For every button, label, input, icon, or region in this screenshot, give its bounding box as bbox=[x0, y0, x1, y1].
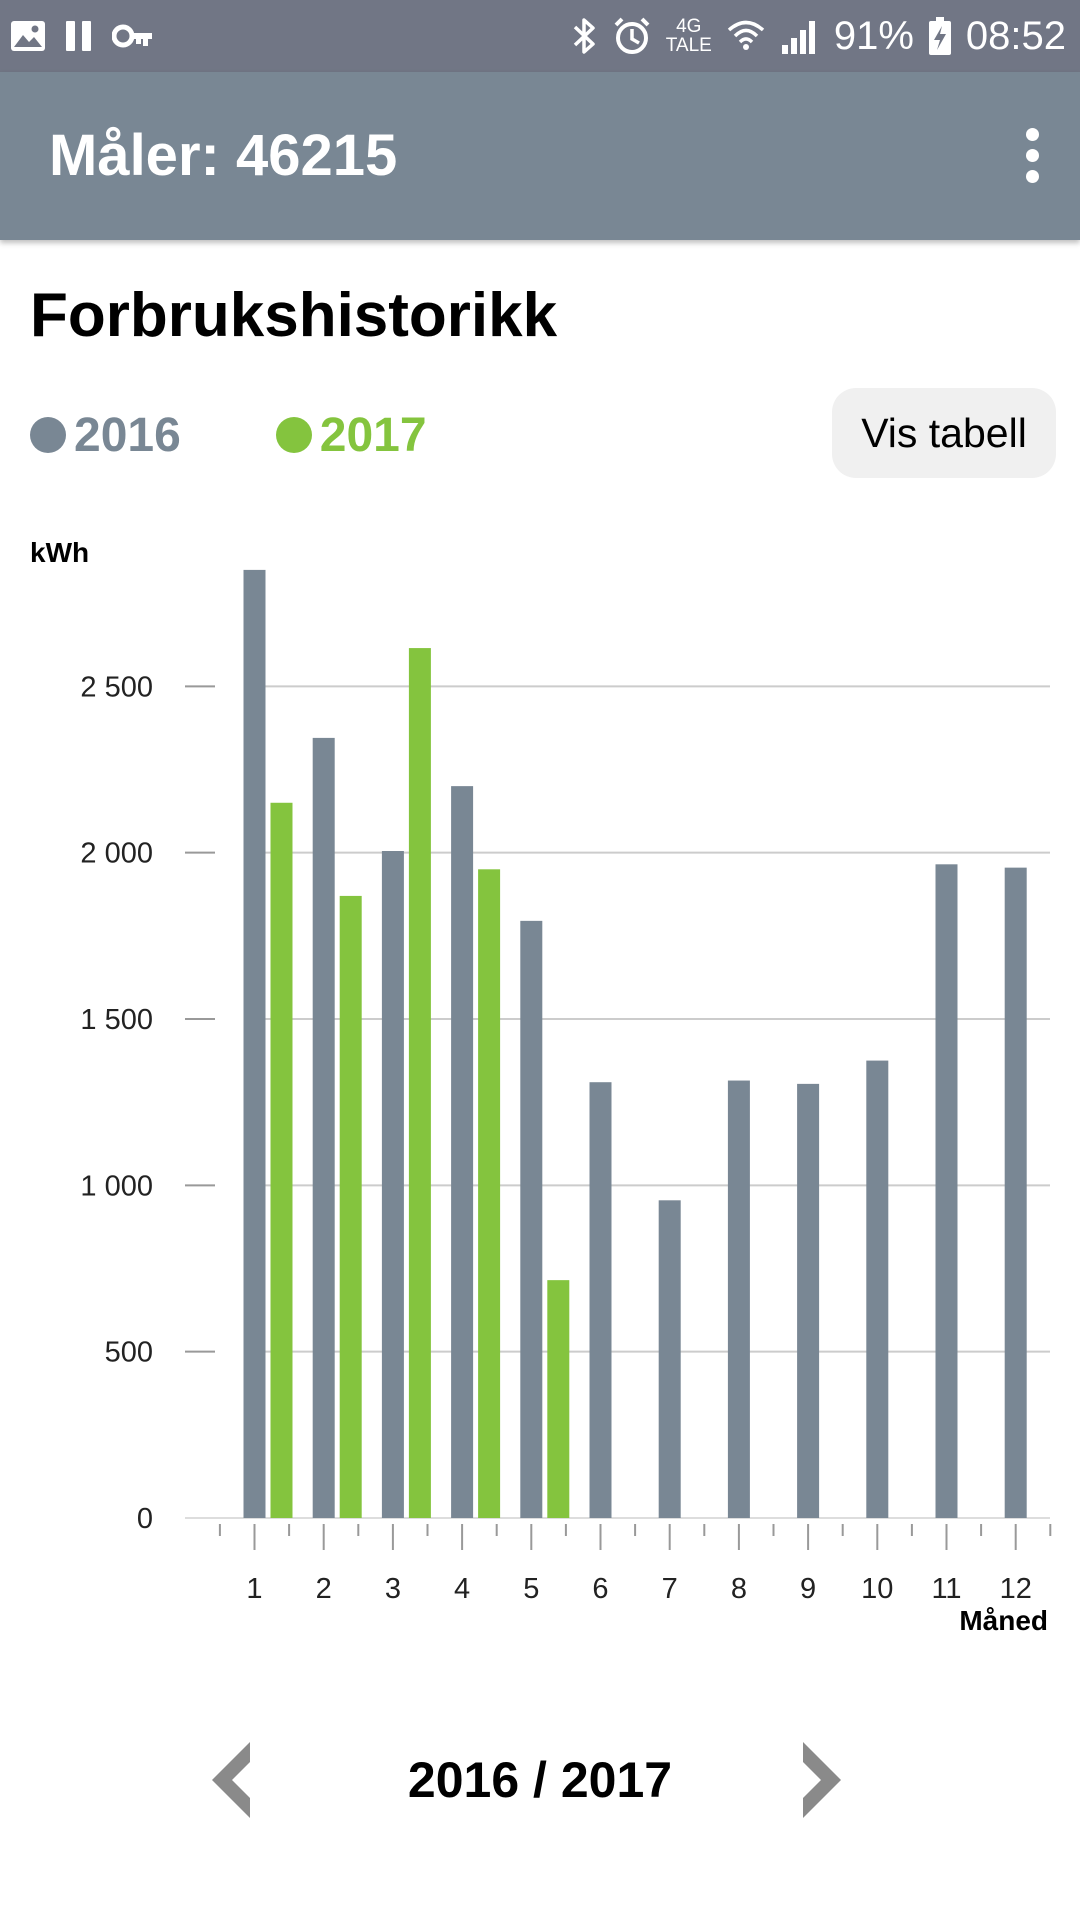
bar-2016-month-8 bbox=[727, 1080, 750, 1518]
menu-dot bbox=[1026, 149, 1039, 162]
pause-icon bbox=[66, 21, 91, 51]
x-tick-label: 1 bbox=[246, 1573, 262, 1605]
bar-2016-month-11 bbox=[935, 864, 958, 1518]
x-tick-label: 9 bbox=[800, 1573, 816, 1605]
period-label: 2016 / 2017 bbox=[407, 1752, 673, 1808]
x-tick-label: 10 bbox=[861, 1573, 893, 1605]
bar-2017-month-5 bbox=[547, 1280, 570, 1518]
legend-dot-2017 bbox=[275, 417, 312, 453]
y-tick-label: 500 bbox=[105, 1337, 153, 1369]
bar-2016-month-7 bbox=[658, 1200, 681, 1518]
bar-2016-month-4 bbox=[451, 786, 474, 1518]
bar-2017-month-4 bbox=[478, 869, 501, 1518]
clock: 08:52 bbox=[965, 13, 1066, 58]
bar-2017-month-2 bbox=[339, 895, 362, 1518]
app-title: Måler: 46215 bbox=[49, 123, 398, 188]
x-axis-title: Måned bbox=[959, 1605, 1048, 1636]
bar-2016-month-9 bbox=[797, 1083, 820, 1518]
y-axis-title: kWh bbox=[30, 537, 89, 568]
bar-2016-month-6 bbox=[589, 1082, 612, 1518]
status-left-icons bbox=[10, 0, 172, 72]
chart-legend: 2016 2017 bbox=[30, 405, 522, 465]
status-right-icons: 4G TALE 91% 08:52 bbox=[558, 0, 1066, 72]
bar-2016-month-1 bbox=[243, 569, 266, 1518]
x-tick-label: 6 bbox=[592, 1573, 608, 1605]
battery-charging-icon bbox=[928, 17, 951, 55]
x-tick-label: 2 bbox=[316, 1573, 332, 1605]
show-table-button[interactable]: Vis tabell bbox=[832, 388, 1056, 478]
bar-2016-month-12 bbox=[1004, 867, 1027, 1518]
x-tick-label: 4 bbox=[454, 1573, 470, 1605]
key-icon bbox=[112, 24, 152, 48]
legend-item-2016: 2016 bbox=[30, 408, 181, 463]
bar-2016-month-5 bbox=[520, 920, 543, 1518]
legend-dot-2016 bbox=[30, 417, 66, 453]
legend-label-2016: 2016 bbox=[74, 408, 181, 462]
y-tick-label: 2 500 bbox=[80, 671, 153, 703]
chevron-right-icon[interactable] bbox=[793, 1740, 843, 1820]
bar-2017-month-1 bbox=[270, 802, 293, 1518]
y-tick-label: 2 000 bbox=[80, 838, 153, 870]
wifi-icon bbox=[727, 20, 764, 50]
y-tick-label: 0 bbox=[137, 1503, 153, 1535]
bar-2016-month-10 bbox=[866, 1060, 889, 1518]
x-tick-label: 11 bbox=[931, 1573, 961, 1605]
chevron-left-icon[interactable] bbox=[210, 1740, 260, 1820]
bluetooth-icon bbox=[573, 18, 595, 54]
x-tick-label: 12 bbox=[1000, 1573, 1032, 1605]
signal-icon bbox=[781, 21, 815, 54]
status-bar: 4G TALE 91% 08:52 bbox=[0, 0, 1080, 72]
x-tick-label: 5 bbox=[523, 1573, 539, 1605]
image-icon bbox=[11, 21, 45, 51]
x-tick-label: 3 bbox=[385, 1573, 401, 1605]
more-vert-icon[interactable] bbox=[1026, 128, 1040, 184]
legend-item-2017: 2017 bbox=[275, 408, 427, 463]
battery-percent: 91% bbox=[833, 13, 914, 58]
app-bar: Måler: 46215 bbox=[0, 72, 1080, 240]
bar-2016-month-2 bbox=[312, 737, 335, 1518]
y-tick-label: 1 500 bbox=[80, 1004, 153, 1036]
alarm-icon bbox=[614, 17, 650, 54]
y-tick-label: 1 000 bbox=[80, 1170, 153, 1202]
page-title: Forbrukshistorikk bbox=[30, 281, 558, 350]
bar-2017-month-3 bbox=[408, 648, 431, 1518]
menu-dot bbox=[1026, 170, 1039, 183]
x-tick-label: 7 bbox=[662, 1573, 678, 1605]
network-type: 4G TALE bbox=[665, 16, 712, 56]
legend-label-2017: 2017 bbox=[319, 408, 427, 462]
x-tick-label: 8 bbox=[731, 1573, 747, 1605]
menu-dot bbox=[1026, 128, 1039, 141]
bar-2016-month-3 bbox=[381, 851, 404, 1518]
